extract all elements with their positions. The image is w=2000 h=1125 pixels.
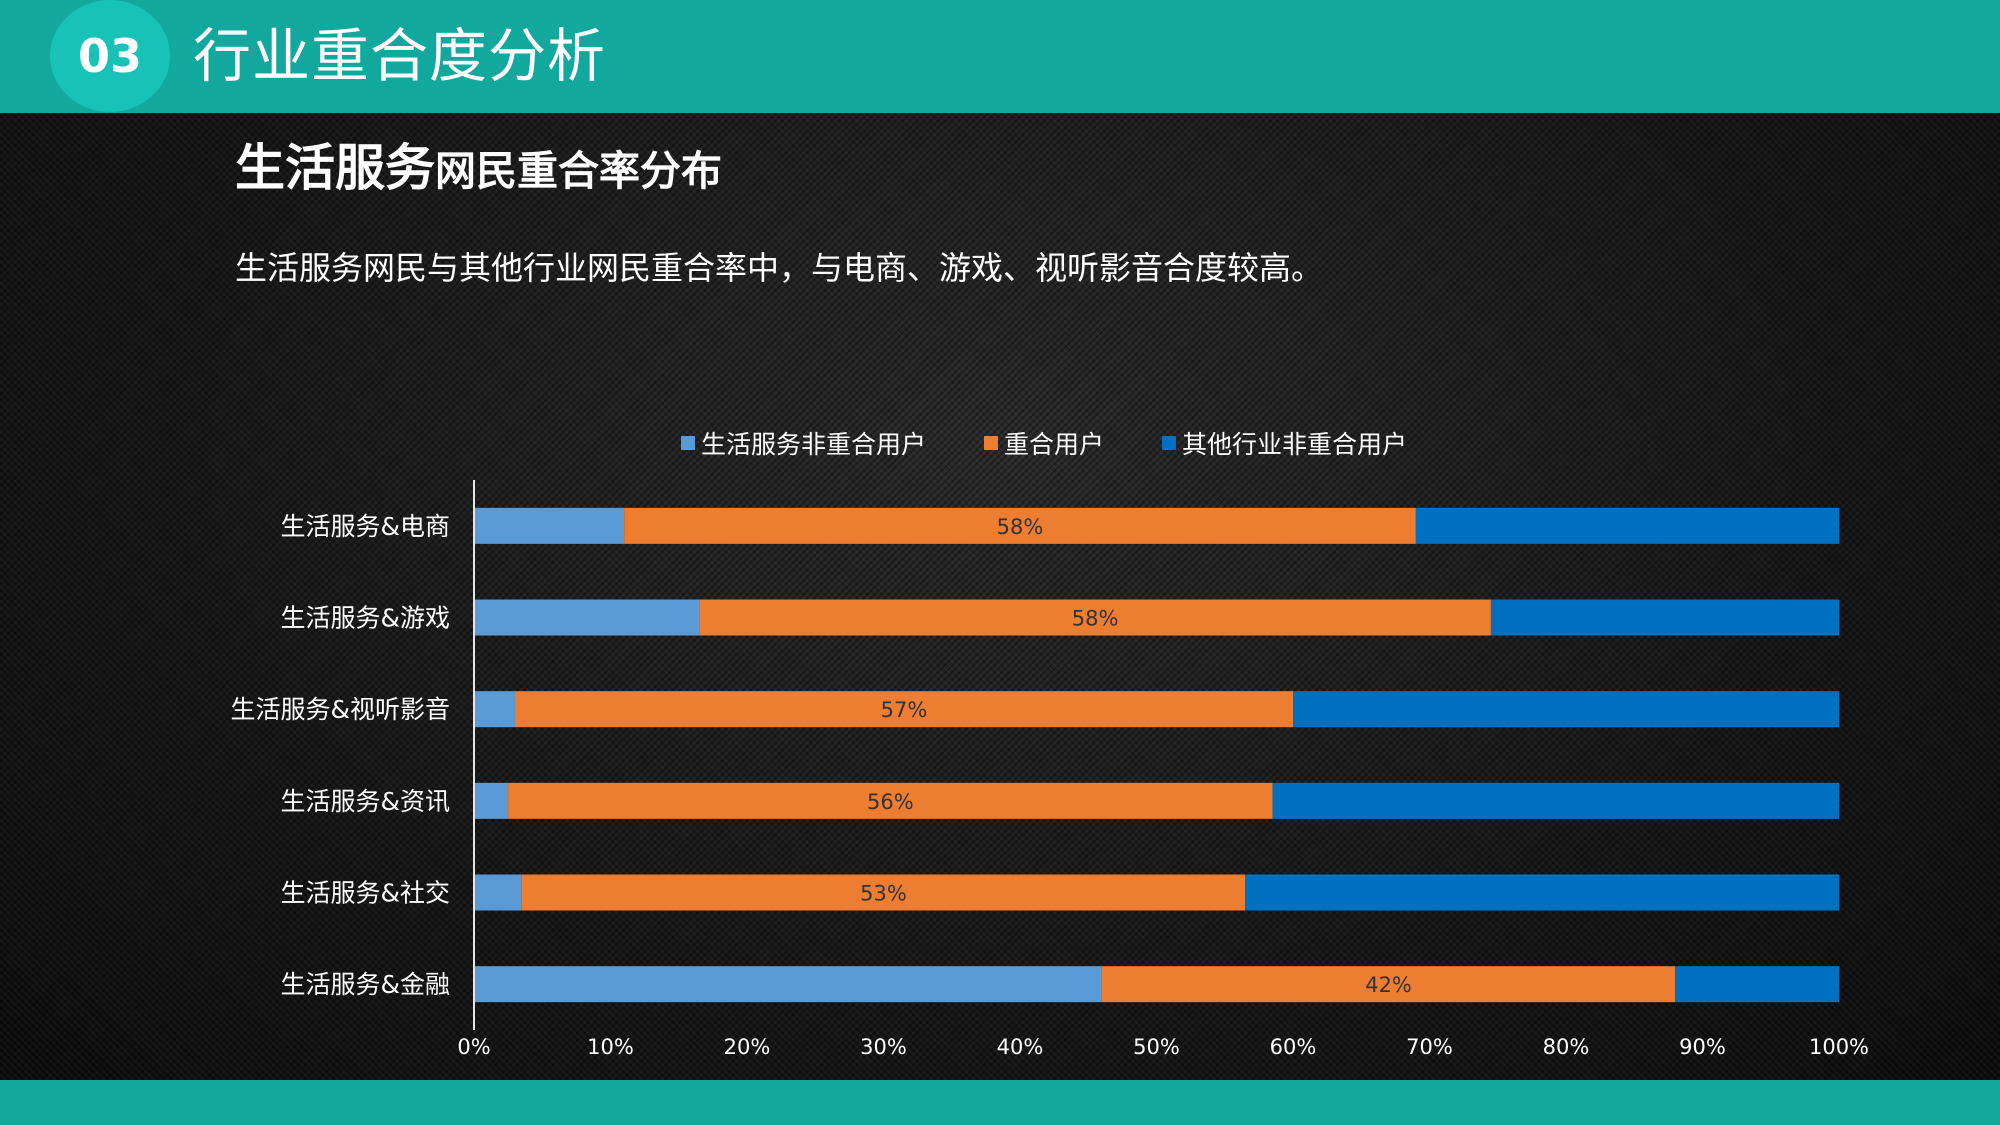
bar-segment-2-6 (1101, 966, 1676, 1003)
data-label-6: 42% (1365, 973, 1412, 997)
chart-title-main: 生活服务 (235, 139, 435, 197)
header-bar (0, 0, 2000, 113)
legend-item-overlap: 重合用户 (984, 425, 1104, 461)
bar-segment-3-6 (1675, 966, 1839, 1003)
bar-segment-1-2 (474, 599, 700, 636)
data-label-4: 56% (867, 790, 914, 814)
data-label-3: 57% (881, 698, 928, 722)
bar-segment-2-1 (624, 507, 1416, 544)
data-label-2: 58% (1072, 607, 1119, 631)
x-tick-label-5: 50% (1133, 1035, 1180, 1059)
chart-title: 生活服务网民重合率分布 (235, 128, 722, 200)
legend-label-non-overlap: 生活服务非重合用户 (701, 430, 927, 459)
category-label-2: 生活服务&游戏 (281, 604, 451, 633)
x-tick-label-9: 90% (1679, 1035, 1726, 1059)
section-title: 行业重合度分析 (193, 22, 607, 90)
bar-segment-1-4 (474, 782, 509, 819)
bar-segment-1-6 (474, 966, 1102, 1003)
category-label-5: 生活服务&社交 (281, 879, 451, 908)
x-tick-label-8: 80% (1543, 1035, 1590, 1059)
legend-swatch-overlap (984, 436, 999, 450)
footer-bar (0, 1080, 2000, 1125)
bar-segment-3-2 (1490, 599, 1839, 636)
category-label-3: 生活服务&视听影音 (231, 695, 451, 724)
x-tick-label-2: 20% (724, 1035, 771, 1059)
bar-segment-2-4 (508, 782, 1273, 819)
x-tick-label-7: 70% (1406, 1035, 1453, 1059)
x-tick-label-1: 10% (587, 1035, 634, 1059)
legend-label-overlap: 重合用户 (1004, 430, 1105, 459)
bar-segment-3-5 (1245, 874, 1839, 911)
bar-segment-3-3 (1293, 691, 1839, 728)
legend-item-other: 其他行业非重合用户 (1162, 425, 1407, 461)
bar-segment-2-5 (521, 874, 1246, 911)
category-label-4: 生活服务&资讯 (281, 787, 451, 816)
bar-segment-1-3 (474, 691, 515, 728)
bar-segment-1-5 (474, 874, 522, 911)
bar-segment-2-3 (514, 691, 1293, 728)
x-tick-label-4: 40% (997, 1035, 1044, 1059)
bar-segment-3-1 (1415, 507, 1839, 544)
legend-swatch-non-overlap (681, 436, 695, 450)
chart-legend: 生活服务非重合用户 重合用户 其他行业非重合用户 (681, 426, 1465, 460)
bar-segment-3-4 (1272, 782, 1839, 819)
data-label-5: 53% (860, 882, 907, 906)
x-tick-label-10: 100% (1809, 1035, 1869, 1059)
legend-label-other: 其他行业非重合用户 (1182, 430, 1408, 459)
legend-item-non-overlap: 生活服务非重合用户 (681, 425, 926, 461)
x-tick-label-0: 0% (457, 1035, 490, 1059)
data-label-1: 58% (997, 515, 1044, 539)
section-number: 03 (77, 29, 142, 83)
bar-segment-2-2 (699, 599, 1491, 636)
category-label-1: 生活服务&电商 (281, 512, 451, 541)
category-label-6: 生活服务&金融 (281, 970, 451, 999)
x-tick-label-6: 60% (1270, 1035, 1317, 1059)
section-number-badge: 03 (50, 0, 170, 112)
x-tick-label-3: 30% (860, 1035, 907, 1059)
bar-segment-1-1 (474, 507, 625, 544)
slide-subtitle: 生活服务网民与其他行业网民重合率中，与电商、游戏、视听影音合度较高。 (235, 249, 1324, 287)
legend-swatch-other (1162, 436, 1177, 450)
chart-title-rest: 网民重合率分布 (435, 147, 722, 195)
